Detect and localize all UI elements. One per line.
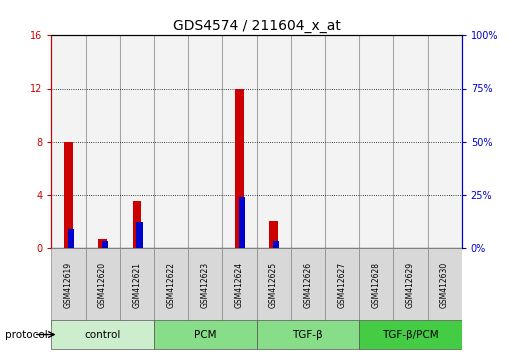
Bar <box>68 229 74 248</box>
Bar <box>427 35 462 248</box>
Text: GSM412630: GSM412630 <box>440 262 449 308</box>
FancyBboxPatch shape <box>291 248 325 326</box>
Bar <box>359 35 393 248</box>
Text: GSM412623: GSM412623 <box>201 262 210 308</box>
Bar <box>102 241 108 248</box>
Bar <box>291 35 325 248</box>
FancyBboxPatch shape <box>51 248 86 326</box>
Text: GSM412619: GSM412619 <box>64 262 73 308</box>
Bar <box>235 88 244 248</box>
FancyBboxPatch shape <box>86 248 120 326</box>
Bar <box>136 222 143 248</box>
Text: GSM412620: GSM412620 <box>98 262 107 308</box>
FancyBboxPatch shape <box>51 320 154 349</box>
FancyBboxPatch shape <box>154 320 256 349</box>
Text: GSM412626: GSM412626 <box>303 262 312 308</box>
Bar <box>256 35 291 248</box>
Bar <box>393 35 427 248</box>
FancyBboxPatch shape <box>427 248 462 326</box>
Bar <box>154 35 188 248</box>
Bar <box>51 35 86 248</box>
Bar <box>64 142 73 248</box>
FancyBboxPatch shape <box>120 248 154 326</box>
Text: GSM412625: GSM412625 <box>269 262 278 308</box>
Bar <box>222 35 256 248</box>
Bar <box>120 35 154 248</box>
Bar <box>98 239 107 248</box>
FancyBboxPatch shape <box>359 248 393 326</box>
Bar <box>239 197 245 248</box>
Bar <box>132 201 141 248</box>
FancyBboxPatch shape <box>359 320 462 349</box>
FancyBboxPatch shape <box>256 248 291 326</box>
Bar <box>188 35 222 248</box>
Text: GSM412629: GSM412629 <box>406 262 415 308</box>
Title: GDS4574 / 211604_x_at: GDS4574 / 211604_x_at <box>172 19 341 33</box>
FancyBboxPatch shape <box>222 248 256 326</box>
Bar <box>325 35 359 248</box>
Text: GSM412627: GSM412627 <box>338 262 346 308</box>
Text: GSM412622: GSM412622 <box>167 262 175 308</box>
Text: TGF-β: TGF-β <box>292 330 323 339</box>
FancyBboxPatch shape <box>325 248 359 326</box>
FancyBboxPatch shape <box>393 248 427 326</box>
Bar <box>86 35 120 248</box>
Text: GSM412621: GSM412621 <box>132 262 141 308</box>
Text: TGF-β/PCM: TGF-β/PCM <box>382 330 439 339</box>
FancyBboxPatch shape <box>188 248 222 326</box>
FancyBboxPatch shape <box>256 320 359 349</box>
Text: protocol: protocol <box>5 330 48 339</box>
Text: PCM: PCM <box>194 330 216 339</box>
Bar <box>273 241 280 248</box>
Text: GSM412624: GSM412624 <box>235 262 244 308</box>
Text: GSM412628: GSM412628 <box>372 262 381 308</box>
Bar <box>269 221 278 248</box>
FancyBboxPatch shape <box>154 248 188 326</box>
Text: control: control <box>85 330 121 339</box>
